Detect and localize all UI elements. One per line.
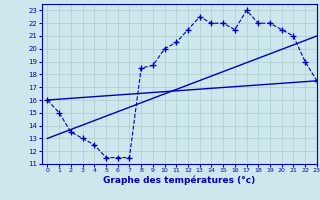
- X-axis label: Graphe des températures (°c): Graphe des températures (°c): [103, 176, 255, 185]
